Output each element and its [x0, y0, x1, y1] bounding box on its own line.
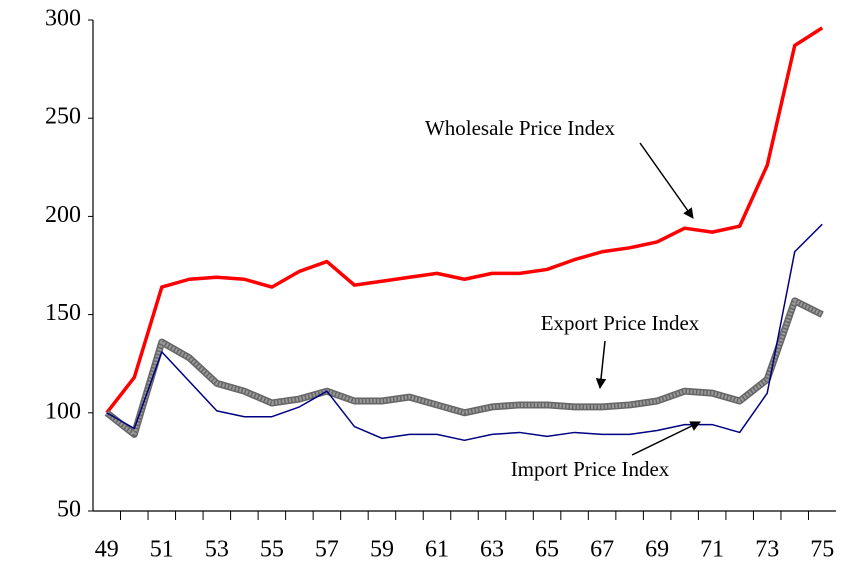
x-tick-label: 73 — [755, 537, 779, 563]
x-tick-label: 75 — [810, 537, 834, 563]
x-tick-label: 49 — [95, 537, 119, 563]
x-tick-label: 63 — [480, 537, 504, 563]
y-tick-label: 50 — [57, 497, 81, 523]
annotation-arrow — [595, 340, 607, 390]
y-tick-label: 300 — [45, 6, 81, 32]
annotation: Import Price Index — [511, 457, 670, 481]
series-line — [106, 223, 823, 442]
y-tick-label: 150 — [45, 300, 81, 326]
x-tick-label: 67 — [590, 537, 614, 563]
x-tick-label: 55 — [260, 537, 284, 563]
series-line — [105, 26, 824, 414]
x-tick-label: 57 — [315, 537, 339, 563]
annotation: Export Price Index — [541, 311, 700, 335]
annotation: Wholesale Price Index — [425, 116, 616, 140]
series-line-outline — [104, 297, 824, 438]
x-tick-label: 51 — [150, 537, 174, 563]
annotation-arrow — [639, 142, 694, 219]
x-tick-label: 65 — [535, 537, 559, 563]
annotation-arrow — [631, 421, 701, 456]
x-tick-label: 61 — [425, 537, 449, 563]
y-tick-label: 250 — [45, 104, 81, 130]
x-tick-label: 53 — [205, 537, 229, 563]
x-tick-label: 59 — [370, 537, 394, 563]
y-tick-label: 200 — [45, 202, 81, 228]
series-line — [105, 298, 824, 437]
x-tick-label: 69 — [645, 537, 669, 563]
y-tick-label: 100 — [45, 398, 81, 424]
x-tick-label: 71 — [700, 537, 724, 563]
